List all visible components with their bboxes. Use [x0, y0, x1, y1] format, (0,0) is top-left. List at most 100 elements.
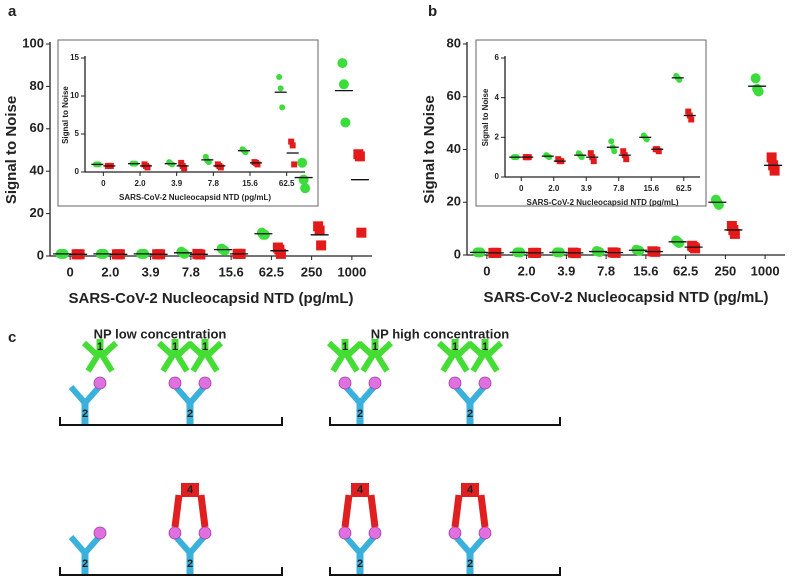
data-point — [316, 240, 327, 251]
x-tick-label: 2.0 — [548, 184, 560, 193]
data-point — [314, 225, 325, 236]
y-axis-label: Signal to Noise — [421, 95, 438, 203]
data-point — [655, 148, 662, 155]
data-point — [546, 154, 553, 161]
reporter-label: 4 — [467, 484, 474, 496]
antibody-part — [356, 340, 375, 358]
antibody-part — [204, 353, 220, 373]
reporter-label: 4 — [357, 484, 364, 496]
x-tick-label: 7.8 — [182, 264, 200, 279]
x-tick-label: 2.0 — [518, 263, 536, 278]
data-point — [169, 161, 176, 168]
surface — [329, 567, 561, 576]
capture-label: 2 — [187, 408, 193, 420]
antigen — [168, 376, 182, 390]
antibody-part — [440, 353, 456, 373]
diagram-title: NP low concentration — [94, 326, 227, 341]
x-axis-label: SARS-CoV-2 Nucleocapsid NTD (pg/mL) — [526, 198, 678, 207]
antibody-part — [343, 535, 363, 555]
antibody-part — [174, 353, 190, 373]
x-tick-label: 15.6 — [633, 263, 658, 278]
antibody-part — [156, 340, 175, 358]
antibody-part — [160, 353, 176, 373]
x-tick-label: 2.0 — [134, 179, 146, 188]
antigen — [93, 376, 107, 390]
detection-label: 1 — [342, 341, 348, 353]
data-point — [277, 85, 284, 92]
y-tick-label: 0 — [454, 246, 461, 261]
y-tick-label: 0 — [75, 167, 80, 176]
data-point — [356, 227, 367, 238]
antibody-part — [461, 483, 479, 497]
data-point — [275, 248, 286, 259]
data-point — [279, 104, 286, 111]
y-tick-label: 5 — [75, 129, 80, 138]
antibody-part — [99, 353, 115, 373]
antibody-part — [453, 535, 473, 555]
data-point — [729, 228, 740, 239]
antibody-part — [351, 483, 369, 497]
antigen — [368, 376, 382, 390]
antibody-part — [186, 340, 205, 358]
capture-label: 2 — [82, 408, 88, 420]
antibody-part — [205, 340, 224, 358]
data-point — [587, 150, 594, 157]
x-axis-label: SARS-CoV-2 Nucleocapsid NTD (pg/mL) — [119, 193, 271, 202]
inset-frame — [57, 39, 319, 207]
antibody-part — [467, 385, 487, 405]
antibody-part — [173, 385, 193, 405]
y-tick-label: 4 — [495, 93, 500, 102]
antibody-part — [485, 340, 504, 358]
antibody-part — [82, 385, 102, 405]
x-tick-label: 62.5 — [259, 264, 284, 279]
inset-frame — [475, 39, 707, 207]
data-point — [690, 243, 701, 254]
antibody-part — [326, 340, 345, 358]
data-point — [205, 159, 212, 166]
detection-label: 1 — [482, 341, 488, 353]
antibody-part — [330, 353, 346, 373]
x-tick-label: 3.9 — [557, 263, 575, 278]
capture-label: 2 — [357, 408, 363, 420]
antibody-part — [357, 385, 377, 405]
y-tick-label: 0 — [37, 247, 44, 262]
antigen — [478, 526, 492, 540]
antibody-part — [360, 353, 376, 373]
detection-label: 1 — [172, 341, 178, 353]
y-tick-label: 80 — [447, 35, 461, 50]
y-tick-label: 60 — [30, 120, 44, 135]
antigen — [338, 526, 352, 540]
y-axis-label: Signal to Noise — [481, 88, 490, 146]
data-point — [181, 165, 188, 172]
y-axis-label: Signal to Noise — [61, 86, 70, 144]
antibody-part — [453, 385, 473, 405]
surface — [59, 567, 283, 576]
y-tick-label: 0 — [495, 172, 500, 181]
data-point — [750, 73, 761, 84]
data-point — [688, 116, 695, 123]
antibody-part — [451, 494, 463, 528]
surface — [59, 417, 283, 426]
antibody-part — [187, 535, 207, 555]
data-point — [608, 138, 615, 145]
antibody-part — [436, 340, 455, 358]
detection-label: 1 — [452, 341, 458, 353]
x-tick-label: 7.8 — [613, 184, 625, 193]
x-tick-label: 15.6 — [643, 184, 659, 193]
antibody-part — [197, 494, 209, 528]
data-point — [179, 248, 190, 259]
y-tick-label: 100 — [22, 35, 44, 50]
x-tick-label: 0 — [67, 264, 74, 279]
data-point — [753, 86, 764, 97]
antigen — [198, 526, 212, 540]
antigen — [198, 376, 212, 390]
reporter-label: 4 — [187, 484, 194, 496]
antibody-part — [81, 340, 100, 358]
data-point — [766, 152, 777, 163]
capture-label: 2 — [467, 558, 473, 570]
y-tick-label: 40 — [447, 141, 461, 156]
x-tick-label: 3.9 — [171, 179, 183, 188]
x-tick-label: 250 — [715, 263, 737, 278]
panel-label: c — [8, 329, 16, 346]
